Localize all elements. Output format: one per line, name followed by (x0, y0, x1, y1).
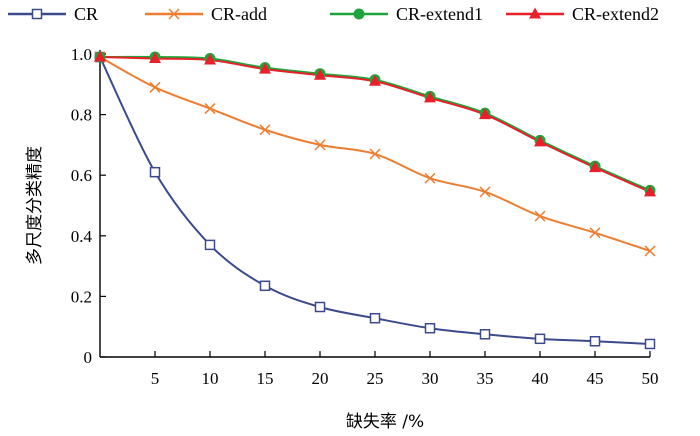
series-lines (99, 55, 651, 345)
data-point (644, 245, 656, 257)
x-marker-stroke (534, 210, 546, 222)
x-marker-stroke (479, 186, 491, 198)
x-marker-stroke (589, 227, 601, 239)
y-tick-label: 0.6 (71, 166, 92, 185)
data-point (424, 322, 436, 334)
data-point (204, 53, 216, 65)
y-tick-label: 0.4 (71, 227, 93, 246)
data-point (479, 108, 491, 120)
x-marker-stroke (149, 81, 161, 93)
x-axis-title: 缺失率 /% (346, 412, 424, 432)
data-point (149, 52, 161, 64)
x-tick-label: 50 (642, 369, 659, 388)
legend-item: CR-add (145, 4, 267, 24)
y-axis-title: 多尺度分类精度 (25, 146, 45, 265)
data-point (94, 50, 106, 62)
data-point (259, 280, 271, 292)
x-tick-label: 25 (367, 369, 384, 388)
data-point (369, 148, 381, 160)
legend-marker (353, 8, 365, 20)
legend-marker (168, 8, 180, 20)
data-point (644, 185, 656, 197)
data-point (204, 239, 216, 251)
legend-item: CR (8, 4, 98, 24)
data-point (149, 81, 161, 93)
data-point (259, 62, 271, 74)
data-point (314, 68, 326, 80)
x-marker-stroke (424, 172, 436, 184)
data-point (424, 172, 436, 184)
data-point (534, 210, 546, 222)
legend-item: CR-extend2 (506, 4, 659, 24)
markers-CR-extend2 (94, 50, 656, 197)
data-point (534, 135, 546, 147)
legend-marker (31, 8, 43, 20)
data-point (314, 301, 326, 313)
legend-label: CR-extend2 (572, 4, 659, 24)
legend-marker (529, 7, 541, 19)
legend-label: CR-add (211, 4, 267, 24)
x-tick-label: 45 (587, 369, 604, 388)
axes: 0 0.2 0.4 0.6 0.8 1.0 5 10 15 20 25 30 35 40 45 50 (71, 45, 659, 388)
data-point (479, 186, 491, 198)
legend-item: CR-extend1 (330, 4, 483, 24)
series-line-CR (99, 56, 651, 345)
y-tick-label: 0 (84, 348, 93, 367)
y-tick-label: 0.8 (71, 106, 92, 125)
data-point (479, 329, 491, 340)
legend-label: CR (74, 4, 98, 24)
x-marker-stroke (369, 148, 381, 160)
data-point (644, 338, 656, 350)
x-tick-label: 30 (422, 369, 439, 388)
data-point (534, 333, 546, 345)
x-marker-stroke (644, 245, 656, 257)
markers-CR-extend1 (94, 51, 656, 196)
data-point (149, 166, 161, 178)
data-point (314, 139, 326, 151)
data-point (204, 103, 216, 115)
x-tick-label: 20 (312, 369, 329, 388)
y-tick-label: 1.0 (71, 45, 92, 64)
x-marker-stroke (168, 8, 180, 20)
data-point (369, 74, 381, 86)
x-tick-label: 15 (257, 369, 274, 388)
series-markers (94, 50, 656, 350)
x-tick-label: 40 (532, 369, 549, 388)
data-point (589, 335, 601, 347)
y-tick-label: 0.2 (71, 287, 92, 306)
data-point (369, 312, 381, 324)
data-point (424, 91, 436, 103)
data-point (259, 124, 271, 136)
x-tick-label: 10 (202, 369, 219, 388)
legend: CR CR-add CR-extend1 CR-extend2 (8, 4, 659, 24)
x-marker-stroke (259, 124, 271, 136)
legend-label: CR-extend1 (396, 4, 483, 24)
x-tick-label: 35 (477, 369, 494, 388)
x-marker-stroke (314, 139, 326, 151)
data-point (589, 227, 601, 239)
x-tick-label: 5 (151, 369, 160, 388)
data-point (589, 161, 601, 173)
x-marker-stroke (204, 103, 216, 115)
